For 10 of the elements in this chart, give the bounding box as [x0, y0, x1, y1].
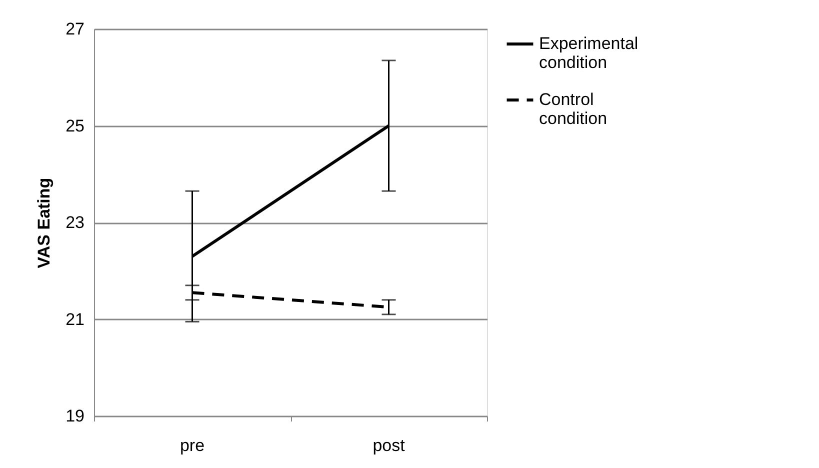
y-axis-title: VAS Eating [34, 178, 54, 268]
legend-label: Experimental condition [539, 34, 638, 72]
y-tick-label: 21 [66, 310, 84, 329]
y-tick-label: 23 [66, 213, 84, 232]
y-tick-label: 25 [66, 116, 84, 136]
legend-label: Control condition [539, 90, 608, 128]
x-tick-label: pre [180, 436, 205, 455]
x-tick-label: post [372, 436, 406, 455]
y-tick-label: 19 [66, 406, 84, 426]
y-tick-label: 27 [66, 20, 84, 38]
